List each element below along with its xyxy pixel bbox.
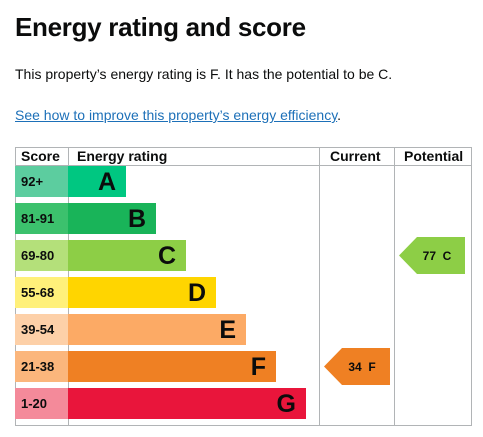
score-cell-f: 21-38 — [15, 351, 68, 382]
energy-rating-chart: Score Energy rating Current Potential 92… — [15, 147, 472, 426]
header-potential: Potential — [404, 148, 464, 164]
rating-bar-c: C — [68, 240, 186, 271]
link-suffix: . — [337, 107, 342, 123]
chart-gridline-vertical — [319, 147, 320, 426]
rating-summary: This property’s energy rating is F. It h… — [15, 66, 393, 82]
potential-rating-arrow: 77 C — [399, 237, 465, 274]
score-cell-c: 69-80 — [15, 240, 68, 271]
chart-gridline-vertical — [394, 147, 395, 426]
score-cell-d: 55-68 — [15, 277, 68, 308]
current-rating-arrow: 34 F — [324, 348, 390, 385]
score-cell-a: 92+ — [15, 166, 68, 197]
score-cell-g: 1-20 — [15, 388, 68, 419]
chart-gridline-horizontal — [15, 165, 472, 166]
header-current: Current — [330, 148, 381, 164]
header-energy-rating: Energy rating — [77, 148, 168, 164]
score-cell-e: 39-54 — [15, 314, 68, 345]
header-score: Score — [21, 148, 60, 164]
page-title: Energy rating and score — [15, 12, 306, 42]
rating-bar-b: B — [68, 203, 156, 234]
rating-bar-e: E — [68, 314, 246, 345]
rating-bar-d: D — [68, 277, 216, 308]
chart-gridline-horizontal — [15, 425, 472, 426]
rating-bar-a: A — [68, 166, 126, 197]
rating-bar-g: G — [68, 388, 306, 419]
rating-bar-f: F — [68, 351, 276, 382]
improve-link-row: See how to improve this property’s energ… — [15, 107, 341, 123]
score-cell-b: 81-91 — [15, 203, 68, 234]
chart-gridline-vertical — [471, 147, 472, 426]
improve-efficiency-link[interactable]: See how to improve this property’s energ… — [15, 107, 338, 123]
chart-gridline-horizontal — [15, 147, 472, 148]
